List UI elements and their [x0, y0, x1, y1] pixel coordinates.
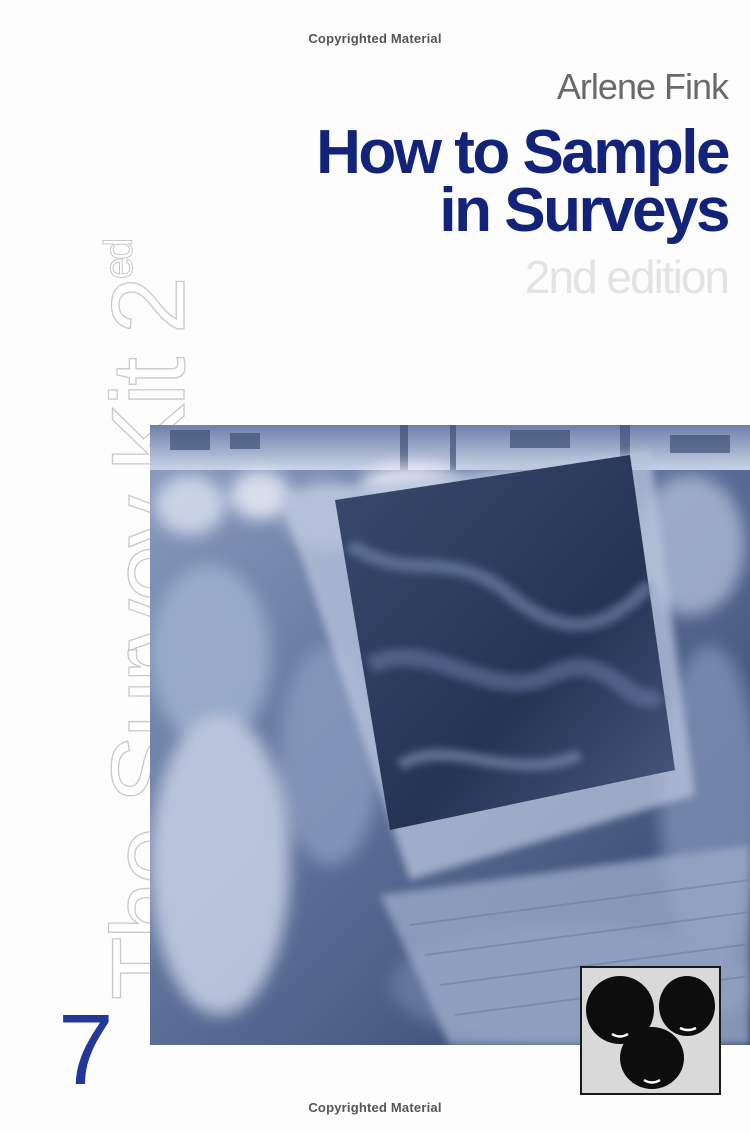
volume-number: 7 — [58, 994, 114, 1106]
publisher-logo — [580, 966, 721, 1095]
copyright-watermark-top: Copyrighted Material — [308, 31, 442, 46]
edition-label: 2nd edition — [524, 251, 730, 303]
cover-photo — [150, 425, 750, 1045]
title-line-2: in Surveys — [439, 176, 730, 245]
book-title: How to Sample in Surveys — [316, 118, 730, 245]
copyright-watermark-bottom: Copyrighted Material — [308, 1100, 442, 1115]
author-name: Arlene Fink — [556, 66, 729, 107]
series-edition-superscript: ed — [97, 240, 142, 280]
title-line-1: How to Sample — [316, 118, 730, 187]
